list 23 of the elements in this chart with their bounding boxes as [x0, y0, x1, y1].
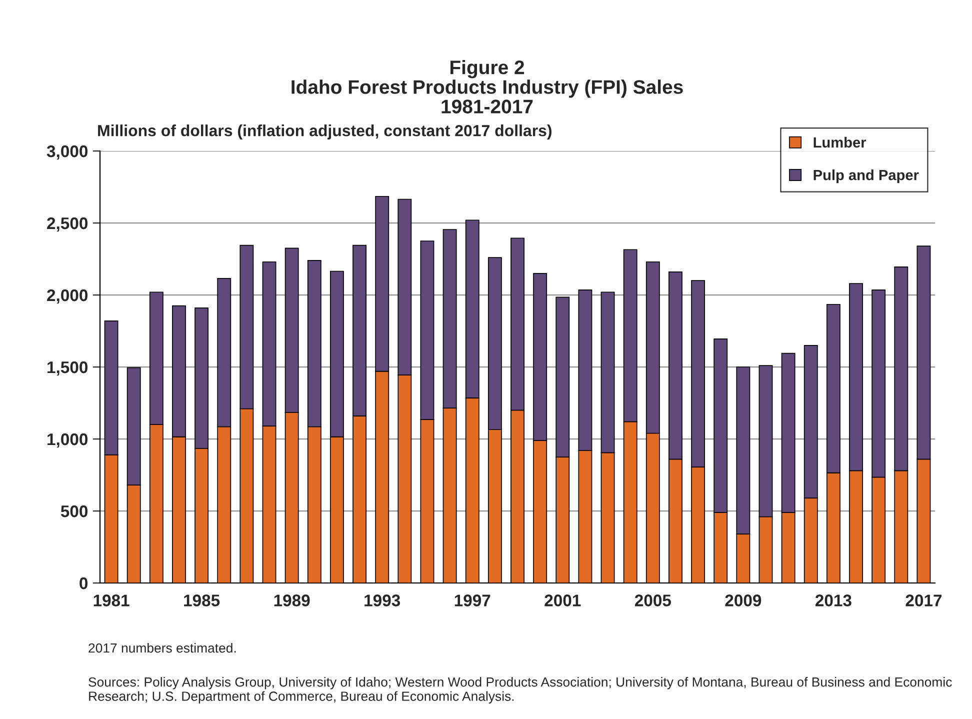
x-tick-label: 1989 [274, 594, 310, 606]
x-tick-label: 2005 [634, 594, 671, 606]
text: 2017 numbers estimated. [88, 643, 236, 653]
y-tick-label: 1,000 [48, 433, 88, 448]
y-tick-label: 2,500 [47, 217, 88, 232]
x-tick-label: 2017 [906, 594, 942, 606]
y-tick-label: 0 [80, 577, 88, 590]
legend-label: Pulp and Paper [814, 170, 919, 184]
source-note: Sources: Policy Analysis Group, University of Idaho; Western Wood Products Association; University of Montana, Bureau of Business and Economic Research; U.S. Department of Commerce, Bureau of Economic Analysis. [88, 677, 952, 704]
legend-label: Lumber [814, 136, 866, 148]
y-axis-title: Millions of dollars (inflation adjusted, constant 2017 dollars) [98, 124, 552, 140]
x-tick-label: 1985 [184, 594, 220, 606]
x-tick-label: 1993 [364, 594, 400, 606]
x-tick-label: 1997 [454, 594, 490, 606]
chart-title: Figure 2 Idaho Forest Products Industry (FPI) Sales 1981-2017 [292, 60, 683, 114]
y-tick-label: 3,000 [46, 145, 88, 160]
y-tick-label: 2,000 [47, 289, 88, 304]
y-tick-label: 1,500 [48, 361, 88, 376]
x-tick-label: 1981 [94, 594, 130, 606]
x-tick-label: 2001 [544, 594, 581, 606]
x-tick-label: 2013 [815, 594, 852, 606]
y-tick-label: 500 [60, 505, 88, 518]
x-tick-label: 2009 [725, 594, 762, 606]
